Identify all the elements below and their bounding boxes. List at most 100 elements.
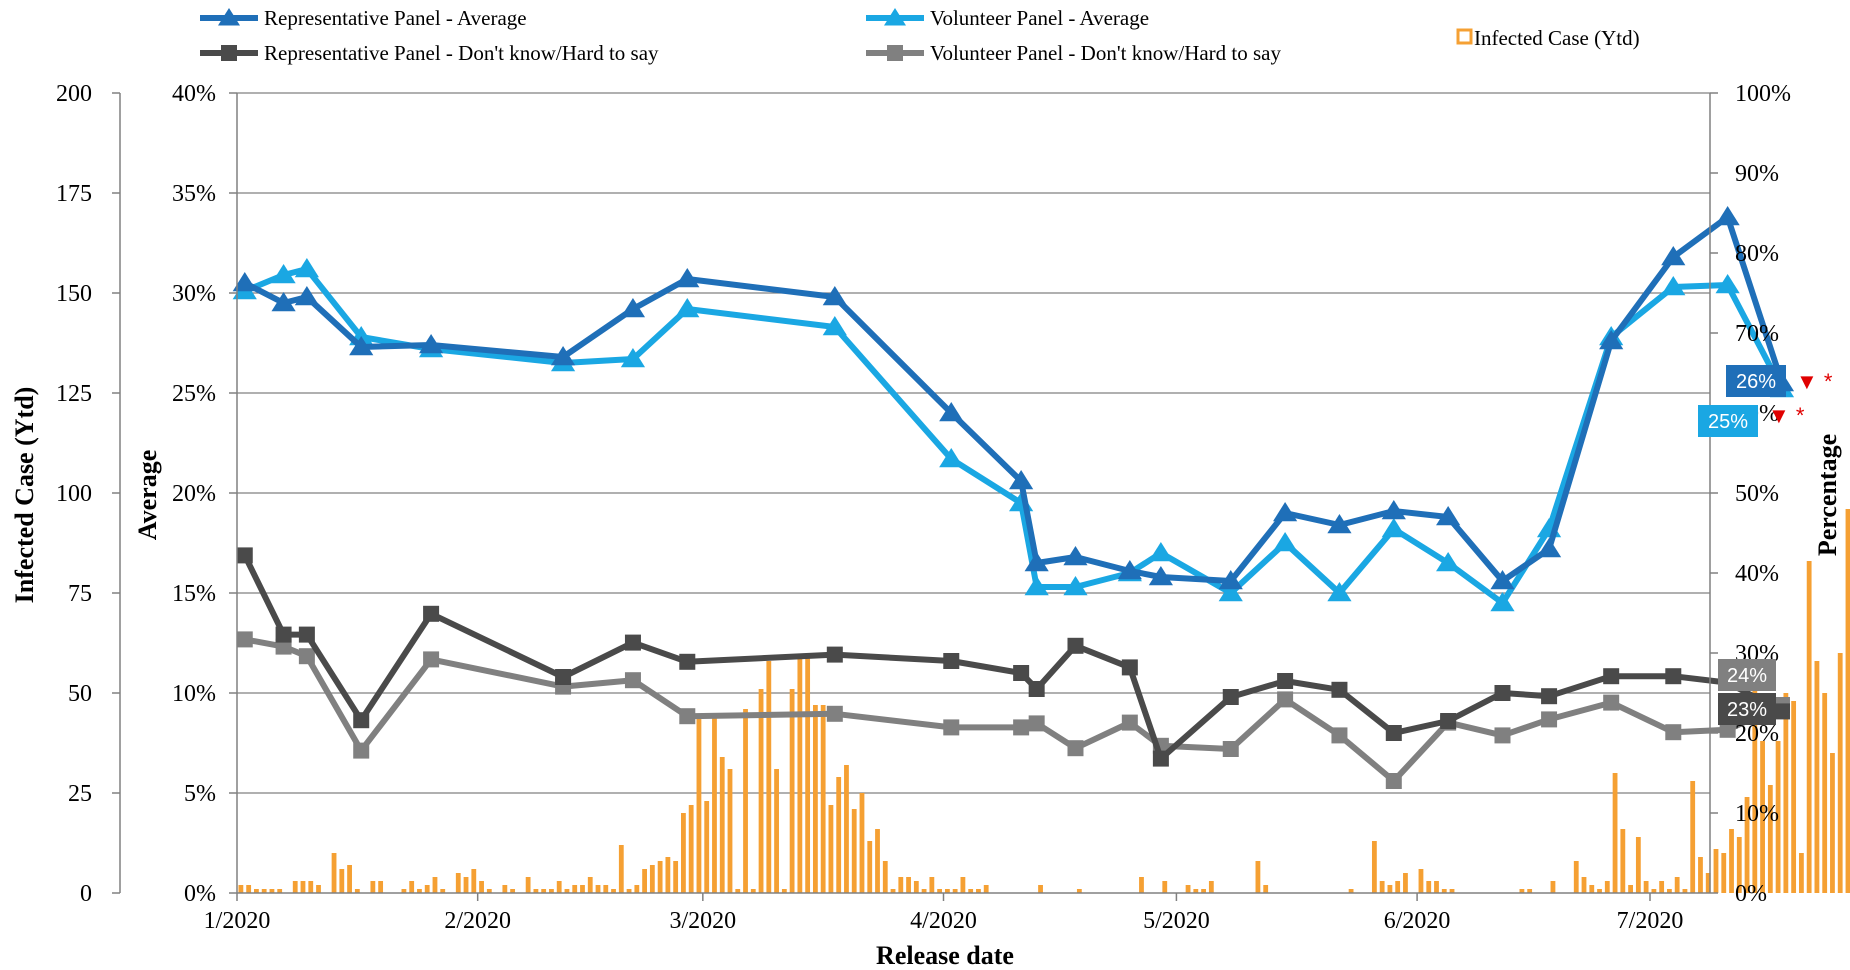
square-marker <box>1541 711 1558 728</box>
infected-bar <box>1371 841 1377 893</box>
triangle-marker <box>349 336 374 356</box>
legend-label: Volunteer Panel - Average <box>930 6 1149 30</box>
infected-bar <box>774 769 779 893</box>
infected-bar <box>1744 797 1750 893</box>
infected-bar <box>952 889 958 893</box>
infected-bar <box>1643 881 1649 893</box>
infected-bar <box>238 885 244 893</box>
triangle-marker <box>939 448 964 468</box>
square-marker <box>679 653 696 670</box>
square-marker <box>1494 685 1511 701</box>
tick-label: 6/2020 <box>1384 908 1451 934</box>
infected-bar <box>1628 885 1633 893</box>
end-label-text: 25% <box>1708 411 1748 433</box>
triangle-marker <box>271 264 296 284</box>
legend-label: Representative Panel - Average <box>264 6 527 30</box>
triangle-marker <box>884 8 906 26</box>
infected-bar <box>1185 885 1191 893</box>
square-marker <box>555 669 572 685</box>
infected-bar <box>378 881 384 893</box>
infected-bar <box>859 793 865 893</box>
triangle-marker <box>620 348 646 368</box>
tick-label: 10% <box>1735 801 1779 827</box>
infected-bar <box>347 865 352 893</box>
infected-bar <box>580 885 585 893</box>
triangle-marker <box>939 402 964 422</box>
infected-bar <box>882 861 888 893</box>
triangle-marker <box>1661 276 1686 296</box>
infected-bar <box>1263 885 1269 893</box>
significance-note: ▼ * <box>1768 403 1805 428</box>
infected-bar <box>1674 877 1680 893</box>
infected-bar <box>960 877 966 893</box>
infected-bar <box>944 889 950 893</box>
infected-bar <box>370 881 376 893</box>
tick-label: 20% <box>172 481 216 507</box>
infected-bar <box>1690 781 1696 893</box>
end-label-box <box>1726 365 1786 397</box>
infected-bar <box>805 657 811 893</box>
end-label-text: 26% <box>1736 371 1776 393</box>
triangle-marker <box>1490 592 1515 612</box>
legend-entry: Representative Panel - Don't know/Hard t… <box>200 41 659 65</box>
infected-bar <box>719 757 725 893</box>
y-axis-infected-title: Infected Case (Ytd) <box>10 387 39 604</box>
square-marker <box>353 742 370 759</box>
infected-bar <box>727 769 733 893</box>
infected-bar <box>649 865 655 893</box>
infected-bar <box>1830 753 1835 893</box>
y-axis-percentage-title: Percentage <box>1813 434 1842 556</box>
infected-bar <box>781 889 787 893</box>
infected-bar <box>1729 829 1734 893</box>
tick-label: 50 <box>68 681 92 707</box>
infected-bar <box>1162 881 1168 893</box>
square-marker <box>1222 689 1239 705</box>
tick-label: 5% <box>184 781 216 807</box>
triangle-marker <box>1063 546 1088 566</box>
infected-bar <box>681 813 686 893</box>
infected-bar <box>556 881 562 893</box>
tick-label: 90% <box>1735 161 1779 187</box>
triangle-marker <box>1218 570 1243 590</box>
square-marker <box>624 634 641 651</box>
infected-bar <box>1604 881 1610 893</box>
square-marker <box>826 646 843 663</box>
infected-bar <box>1193 889 1199 893</box>
series-representative-panel-don-t-know-hard-to-say <box>236 547 1790 767</box>
tick-label: 0% <box>184 881 216 907</box>
square-marker <box>236 631 253 648</box>
legend-entry: Infected Case (Ytd) <box>1456 26 1640 50</box>
infected-bar <box>1573 861 1579 893</box>
infected-bar <box>549 889 554 893</box>
legend-label: Infected Case (Ytd) <box>1474 26 1640 50</box>
square-marker <box>221 45 237 61</box>
infected-bar <box>1403 873 1408 893</box>
triangle-marker <box>822 286 847 306</box>
infected-bar <box>758 689 764 893</box>
infected-bar <box>510 889 516 893</box>
end-label: 25% ▼ * <box>1698 403 1805 437</box>
infected-bar <box>1038 885 1043 893</box>
square-marker <box>1440 713 1457 729</box>
infected-bar <box>898 877 904 893</box>
infected-bar <box>983 885 989 893</box>
infected-bar <box>1387 885 1393 893</box>
infected-bar <box>417 889 422 893</box>
square-marker <box>943 719 960 736</box>
triangle-marker <box>232 272 257 292</box>
triangle-marker <box>675 268 700 288</box>
triangle-marker <box>1024 552 1049 572</box>
infected-bar <box>820 705 826 893</box>
infected-bar <box>704 801 710 893</box>
infected-bar <box>339 869 345 893</box>
end-label-box <box>1718 659 1776 691</box>
triangle-marker <box>1218 582 1243 602</box>
triangle-marker <box>1273 532 1298 552</box>
infected-bar <box>1814 661 1820 893</box>
square-marker <box>298 648 315 665</box>
infected-bar <box>587 877 593 893</box>
infected-bar <box>1139 877 1144 893</box>
triangle-marker <box>1009 470 1034 490</box>
infected-bar <box>1527 889 1533 893</box>
infected-bar <box>1395 881 1401 893</box>
